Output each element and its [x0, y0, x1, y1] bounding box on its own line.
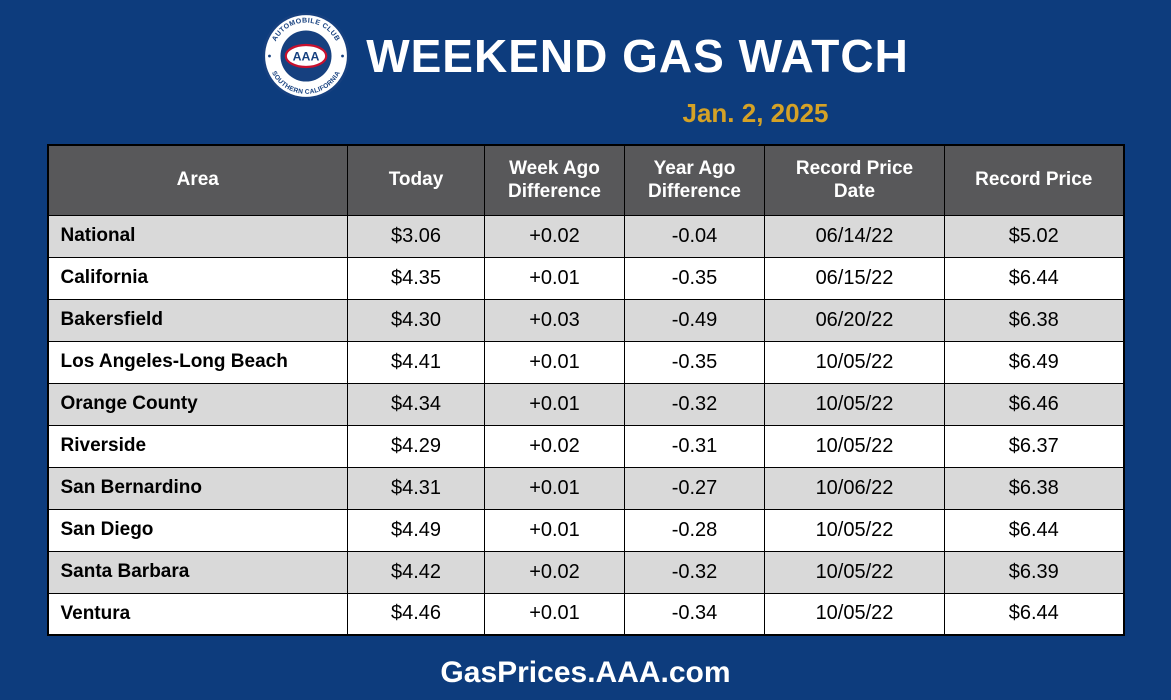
year-ago-diff-cell: -0.35: [624, 340, 765, 384]
col-header-year-ago-diff: Year Ago Difference: [624, 144, 765, 216]
table-row: Orange County $4.34 +0.01 -0.32 10/05/22 $6.4…: [47, 382, 1124, 426]
record-date-cell: 10/05/22: [764, 550, 945, 594]
year-ago-diff-cell: -0.32: [624, 550, 765, 594]
area-cell: Ventura: [47, 592, 348, 636]
area-cell: National: [47, 214, 348, 258]
date-label: Jan. 2, 2025: [682, 98, 829, 128]
table-row: Santa Barbara $4.42 +0.02 -0.32 10/05/22 $6.3…: [47, 550, 1124, 594]
record-price-cell: $6.39: [944, 550, 1124, 594]
record-price-cell: $6.44: [944, 256, 1124, 300]
area-cell: Los Angeles-Long Beach: [47, 340, 348, 384]
table-row: Riverside $4.29 +0.02 -0.31 10/05/22 $6.37: [47, 424, 1124, 468]
col-header-week-ago-diff: Week Ago Difference: [484, 144, 625, 216]
today-cell: $4.35: [347, 256, 485, 300]
table-header-row: Area Today Week Ago Difference Year Ago Dif…: [47, 144, 1124, 216]
record-price-cell: $6.38: [944, 298, 1124, 342]
week-ago-diff-cell: +0.01: [484, 466, 625, 510]
week-ago-diff-cell: +0.03: [484, 298, 625, 342]
table-row: Ventura $4.46 +0.01 -0.34 10/05/22 $6.44: [47, 592, 1124, 636]
record-date-cell: 10/05/22: [764, 424, 945, 468]
record-date-cell: 10/06/22: [764, 466, 945, 510]
table-body: National $3.06 +0.02 -0.04 06/14/22 $5.02 Cali…: [47, 214, 1124, 636]
today-cell: $4.34: [347, 382, 485, 426]
record-price-cell: $6.49: [944, 340, 1124, 384]
area-cell: California: [47, 256, 348, 300]
col-header-record-price: Record Price: [944, 144, 1124, 216]
week-ago-diff-cell: +0.01: [484, 382, 625, 426]
record-price-cell: $6.44: [944, 592, 1124, 636]
today-cell: $4.46: [347, 592, 485, 636]
year-ago-diff-cell: -0.28: [624, 508, 765, 552]
year-ago-diff-cell: -0.35: [624, 256, 765, 300]
table-row: National $3.06 +0.02 -0.04 06/14/22 $5.02: [47, 214, 1124, 258]
col-header-area: Area: [47, 144, 348, 216]
week-ago-diff-cell: +0.01: [484, 340, 625, 384]
record-price-cell: $6.46: [944, 382, 1124, 426]
area-cell: Riverside: [47, 424, 348, 468]
gas-price-table: Area Today Week Ago Difference Year Ago Dif…: [46, 144, 1125, 636]
area-cell: San Diego: [47, 508, 348, 552]
record-price-cell: $6.44: [944, 508, 1124, 552]
area-cell: Santa Barbara: [47, 550, 348, 594]
record-price-cell: $5.02: [944, 214, 1124, 258]
year-ago-diff-cell: -0.31: [624, 424, 765, 468]
week-ago-diff-cell: +0.01: [484, 508, 625, 552]
footer-url: GasPrices.AAA.com: [440, 656, 731, 689]
header-row: AAA AUTOMOBILE CLUB SOUTHERN CALIFORNIA …: [0, 10, 1171, 102]
week-ago-diff-cell: +0.01: [484, 592, 625, 636]
today-cell: $4.29: [347, 424, 485, 468]
header: AAA AUTOMOBILE CLUB SOUTHERN CALIFORNIA …: [0, 0, 1171, 130]
record-price-cell: $6.38: [944, 466, 1124, 510]
logo-center-text: AAA: [293, 49, 320, 63]
table-row: Los Angeles-Long Beach $4.41 +0.01 -0.35 10/…: [47, 340, 1124, 384]
table-row: San Bernardino $4.31 +0.01 -0.27 10/06/22 $6.…: [47, 466, 1124, 510]
today-cell: $4.42: [347, 550, 485, 594]
record-date-cell: 10/05/22: [764, 382, 945, 426]
record-price-cell: $6.37: [944, 424, 1124, 468]
col-header-record-date: Record Price Date: [764, 144, 945, 216]
page-title: WEEKEND GAS WATCH: [366, 30, 909, 82]
year-ago-diff-cell: -0.49: [624, 298, 765, 342]
week-ago-diff-cell: +0.02: [484, 550, 625, 594]
col-header-today: Today: [347, 144, 485, 216]
record-date-cell: 06/20/22: [764, 298, 945, 342]
today-cell: $4.41: [347, 340, 485, 384]
area-cell: San Bernardino: [47, 466, 348, 510]
table-row: California $4.35 +0.01 -0.35 06/15/22 $6.44: [47, 256, 1124, 300]
record-date-cell: 10/05/22: [764, 340, 945, 384]
logo-left-star-icon: [268, 54, 272, 58]
record-date-cell: 10/05/22: [764, 592, 945, 636]
table-row: San Diego $4.49 +0.01 -0.28 10/05/22 $6.44: [47, 508, 1124, 552]
week-ago-diff-cell: +0.02: [484, 424, 625, 468]
area-cell: Bakersfield: [47, 298, 348, 342]
record-date-cell: 10/05/22: [764, 508, 945, 552]
record-date-cell: 06/14/22: [764, 214, 945, 258]
today-cell: $4.49: [347, 508, 485, 552]
table-row: Bakersfield $4.30 +0.03 -0.49 06/20/22 $6.38: [47, 298, 1124, 342]
year-ago-diff-cell: -0.32: [624, 382, 765, 426]
year-ago-diff-cell: -0.27: [624, 466, 765, 510]
today-cell: $4.31: [347, 466, 485, 510]
today-cell: $4.30: [347, 298, 485, 342]
week-ago-diff-cell: +0.01: [484, 256, 625, 300]
year-ago-diff-cell: -0.04: [624, 214, 765, 258]
today-cell: $3.06: [347, 214, 485, 258]
year-ago-diff-cell: -0.34: [624, 592, 765, 636]
aaa-logo-icon: AAA AUTOMOBILE CLUB SOUTHERN CALIFORNIA: [262, 12, 350, 100]
record-date-cell: 06/15/22: [764, 256, 945, 300]
area-cell: Orange County: [47, 382, 348, 426]
week-ago-diff-cell: +0.02: [484, 214, 625, 258]
logo-right-star-icon: [341, 54, 345, 58]
